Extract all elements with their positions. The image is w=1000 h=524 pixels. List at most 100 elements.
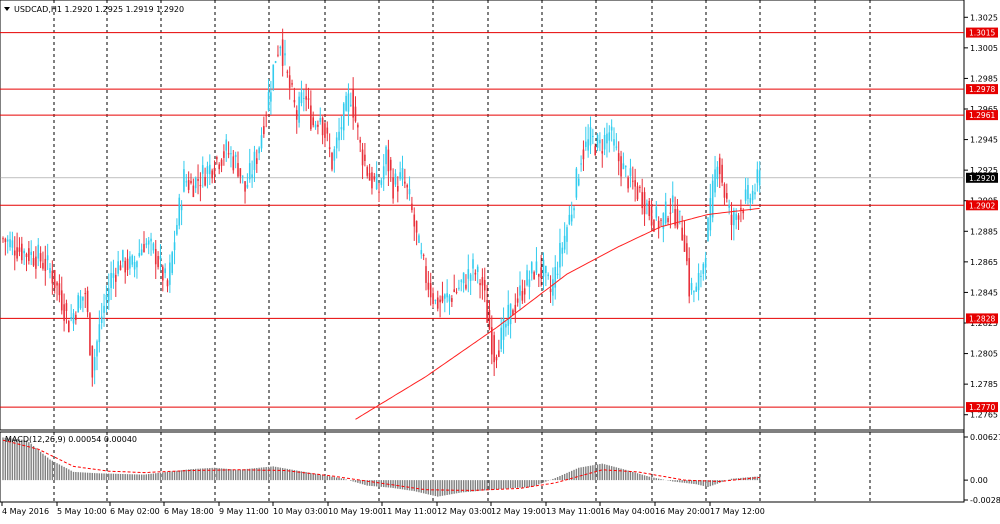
candle-body: [44, 258, 47, 271]
candle-body: [82, 296, 84, 301]
candle-body: [432, 293, 434, 304]
level-price-tag: 1.2961: [966, 110, 998, 121]
candle-body: [629, 168, 632, 176]
price-tick-label: 1.2885: [970, 227, 998, 236]
candle-body: [474, 272, 477, 275]
candle-body: [707, 218, 709, 242]
candle-body: [23, 250, 25, 254]
candle-body: [744, 189, 747, 201]
level-tag-text: 1.2902: [969, 201, 995, 210]
candle-body: [11, 240, 14, 248]
candle-body: [476, 266, 479, 273]
candle-body: [70, 317, 72, 319]
candle-body: [747, 184, 749, 199]
current-price-box: [966, 172, 998, 183]
candle-body: [721, 164, 723, 183]
candle-body: [270, 92, 272, 102]
candle-body: [9, 239, 11, 248]
candle-body: [277, 54, 279, 56]
candle-body: [293, 100, 296, 103]
candle-body: [704, 258, 707, 268]
candle-body: [756, 169, 759, 183]
candle-body: [533, 272, 535, 279]
candle-body: [683, 234, 686, 252]
candle-body: [519, 285, 521, 296]
candle-body: [187, 180, 190, 190]
candle-body: [580, 163, 582, 165]
candle-body: [281, 39, 284, 66]
candle-body: [37, 244, 40, 259]
candle-body: [397, 186, 399, 192]
candle-body: [455, 291, 458, 293]
candle-body: [232, 156, 235, 171]
candle-body: [199, 185, 202, 187]
price-tick-label: 1.2785: [970, 380, 998, 389]
level-price-tag: 1.2828: [966, 313, 998, 324]
time-tick-label: 6 May 02:00: [110, 507, 160, 516]
candle-body: [18, 247, 21, 252]
candle-body: [117, 261, 119, 274]
candle-body: [596, 134, 599, 148]
candle-body: [340, 127, 343, 130]
candle-body: [500, 327, 502, 349]
candle-body: [389, 159, 392, 171]
macd-indicator-label: MACD(12,26,9) 0.00054 0.00040: [5, 435, 137, 444]
candle-body: [335, 137, 338, 149]
macd-pane[interactable]: [0, 431, 965, 503]
candle-body: [378, 191, 380, 193]
candle-body: [190, 180, 192, 184]
candle-body: [338, 131, 340, 141]
candle-body: [140, 249, 143, 256]
candle-body: [648, 200, 651, 216]
candle-body: [150, 238, 152, 242]
horizontal-levels[interactable]: [0, 32, 964, 408]
price-pane[interactable]: [0, 0, 965, 431]
candle-body: [695, 286, 698, 292]
macd-signal-line: [2, 439, 760, 491]
candle-body: [589, 127, 592, 146]
macd-axis: 0.00627 0.00 -0.00289: [964, 433, 1000, 505]
candle-body: [138, 252, 141, 257]
candle-body: [554, 266, 557, 288]
symbol-info-label: USDCAD,H1 1.2920 1.2925 1.2919 1.2920: [14, 5, 184, 14]
candle-body: [488, 310, 491, 330]
candle-body: [305, 96, 307, 100]
time-tick-label: 9 May 11:00: [219, 507, 269, 516]
candle-body: [169, 262, 171, 285]
candle-body: [28, 248, 30, 261]
candle-body: [568, 214, 571, 225]
candle-body: [425, 266, 427, 283]
candle-body: [279, 46, 282, 49]
chart-menu-triangle-icon[interactable]: [4, 7, 10, 11]
candle-body: [655, 206, 658, 218]
candle-body: [333, 149, 336, 161]
candle-body: [312, 117, 314, 126]
candle-body: [298, 96, 300, 123]
candle-body: [133, 261, 136, 270]
candle-body: [415, 220, 418, 233]
candle-body: [469, 274, 472, 281]
candle-body: [246, 184, 249, 188]
candle-body: [521, 290, 524, 301]
candle-body: [206, 166, 209, 174]
candle-body: [448, 295, 451, 302]
candle-body: [131, 255, 134, 265]
candle-body: [126, 258, 129, 270]
candle-body: [538, 273, 540, 277]
candle-body: [89, 313, 91, 356]
level-tag-box: [966, 110, 998, 121]
price-tick-label: 1.2865: [970, 258, 998, 267]
candle-body: [679, 210, 681, 212]
candle-body: [286, 71, 289, 73]
candle-body: [371, 172, 373, 189]
candle-body: [418, 235, 420, 243]
level-tag-text: 1.2828: [969, 314, 995, 323]
candle-body: [690, 283, 693, 291]
candle-body: [592, 135, 594, 137]
candle-body: [733, 210, 735, 226]
candle-body: [354, 106, 357, 122]
time-tick-label: 12 May 19:00: [491, 507, 546, 516]
candle-body: [183, 169, 185, 192]
